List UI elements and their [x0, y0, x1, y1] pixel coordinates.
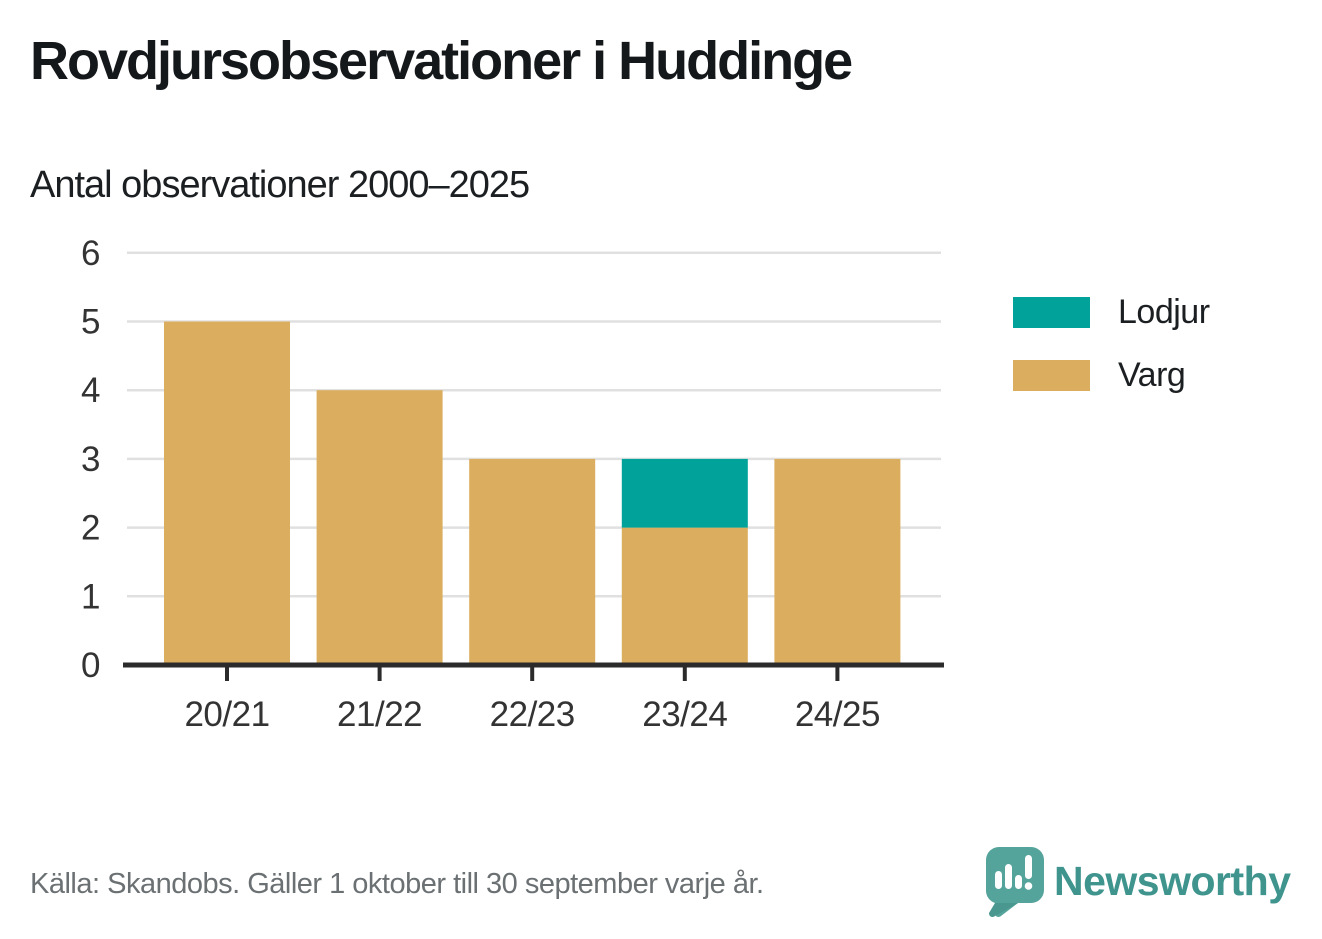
y-tick-label-6: 6: [81, 234, 100, 273]
x-tick-label-20-21: 20/21: [184, 695, 269, 734]
newsworthy-logo-icon: [985, 847, 1044, 917]
x-tick-label-24-25: 24/25: [795, 695, 880, 734]
y-tick-label-2: 2: [81, 509, 100, 548]
varg-legend-label: Varg: [1118, 356, 1186, 394]
varg-color-swatch: [1013, 360, 1090, 391]
newsworthy-brand: Newsworthy: [984, 845, 1291, 917]
legend-item-varg: Varg: [1013, 356, 1210, 395]
x-axis-line: [123, 662, 944, 668]
chart-title: Rovdjursobservationer i Huddinge: [30, 31, 853, 91]
y-tick-label-5: 5: [81, 303, 100, 342]
y-tick-label-0: 0: [81, 646, 100, 685]
x-tick-label-23-24: 23/24: [642, 695, 727, 734]
bar-varg-20-21: [164, 321, 290, 665]
lodjur-color-swatch: [1013, 297, 1090, 328]
x-tick-label-22-23: 22/23: [490, 695, 575, 734]
legend-item-lodjur: Lodjur: [1013, 293, 1210, 332]
bar-lodjur-23-24: [621, 458, 748, 528]
x-tick-label-21-22: 21/22: [337, 695, 422, 734]
newsworthy-wordmark: Newsworthy: [1054, 857, 1291, 904]
chart-subtitle: Antal observationer 2000–2025: [30, 164, 530, 206]
y-tick-label-1: 1: [81, 577, 100, 616]
bar-varg-24-25: [774, 458, 901, 665]
lodjur-legend-label: Lodjur: [1118, 293, 1210, 331]
bar-varg-21-22: [316, 390, 443, 665]
source-note: Källa: Skandobs. Gäller 1 oktober till 3…: [30, 868, 764, 900]
y-tick-label-3: 3: [81, 440, 100, 479]
y-tick-label-4: 4: [81, 371, 100, 410]
bar-chart-plot: 0 1 2 3 4 5 6 20/21 21/22 22/23 23/24 24/25: [81, 234, 944, 734]
legend: Lodjur Varg: [1013, 293, 1210, 395]
bar-varg-22-23: [469, 458, 596, 665]
bar-varg-23-24: [621, 527, 748, 665]
